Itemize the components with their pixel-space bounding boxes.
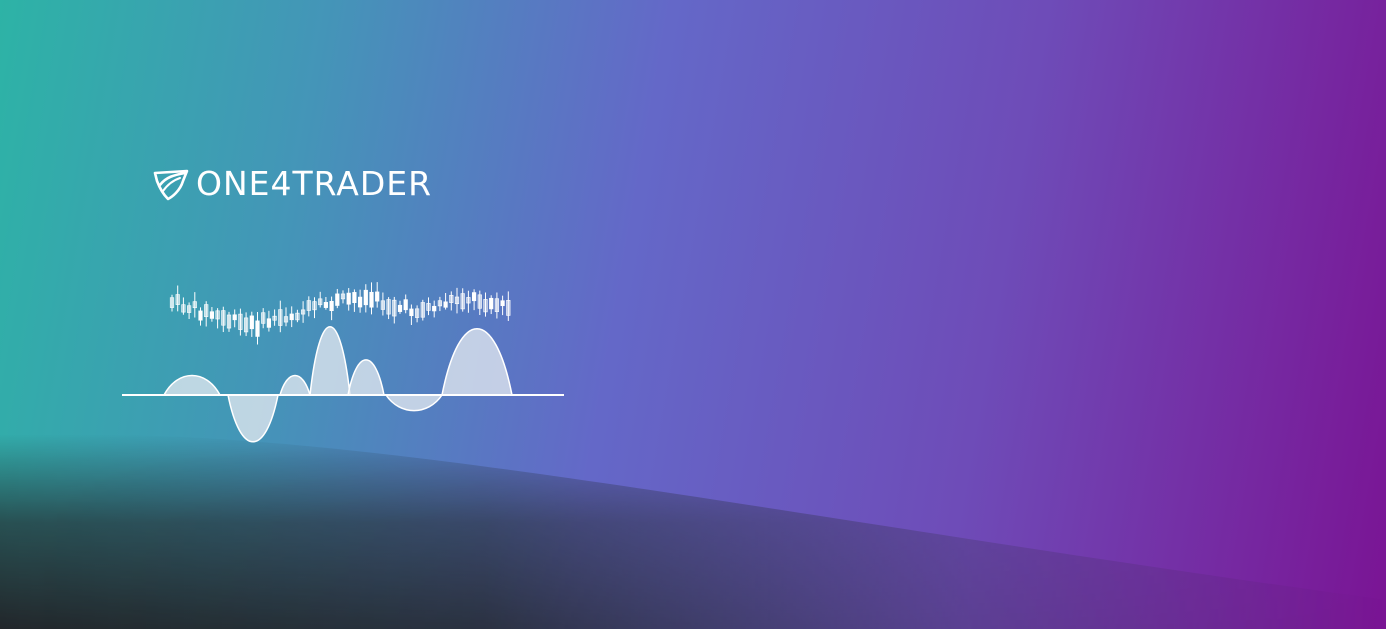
candle [460,288,465,312]
trading-illustration [122,282,564,443]
wave-hump [227,394,279,443]
candle [449,291,454,311]
candle [489,295,494,315]
wave-hump [441,328,513,396]
candle [506,291,511,321]
candle [221,306,226,333]
candle [363,284,368,313]
brand-name: ONE4TRADER [196,164,433,203]
candle [352,289,357,312]
candle [318,291,323,308]
candle [295,309,300,323]
candle [437,296,443,312]
candle [392,296,397,324]
candle [397,300,403,314]
candle [432,300,437,318]
candle [443,292,448,310]
candle [414,305,420,323]
candle [232,309,237,328]
candle [283,307,289,327]
candle [209,307,214,322]
candle [312,297,317,319]
candle [204,301,209,327]
candle [261,308,266,329]
candle [403,294,408,314]
candle [187,302,192,320]
candle [329,296,334,321]
candle [494,292,500,319]
candle [215,308,220,329]
wave-hump [162,374,222,396]
wave-hump [309,326,351,396]
candle [500,295,505,316]
candle [238,308,243,336]
candle [471,289,477,311]
candle [181,297,186,315]
candle [323,297,329,310]
wave-hump [347,359,385,396]
candle [380,292,386,316]
candle [369,282,374,315]
candle [249,311,254,337]
candle [226,311,232,332]
candle [192,292,197,318]
candle [335,288,340,309]
candle [272,309,277,326]
candle [278,300,283,333]
candle [340,290,346,304]
candle [386,297,391,320]
shield-swoosh-icon [153,169,189,201]
candle [346,288,351,311]
candle [169,294,175,312]
candle [477,290,482,315]
candle [175,285,180,312]
candle [301,301,306,323]
candle [244,312,249,337]
candle [375,282,380,308]
candle [289,306,294,328]
brand-logo: ONE4TRADER [152,164,432,204]
candlestick-chart-icon [169,282,511,345]
candle [409,304,414,326]
candle [255,311,260,345]
candle [426,297,431,316]
candle [454,287,460,314]
oscillator-wave-icon [162,326,513,443]
wave-hump [384,394,444,412]
candle [358,289,363,313]
candle [483,292,488,317]
candle [198,307,203,326]
candle [420,299,425,321]
wave-hump [279,374,311,396]
candle [466,290,471,313]
candle [266,310,272,332]
candle [306,296,311,317]
